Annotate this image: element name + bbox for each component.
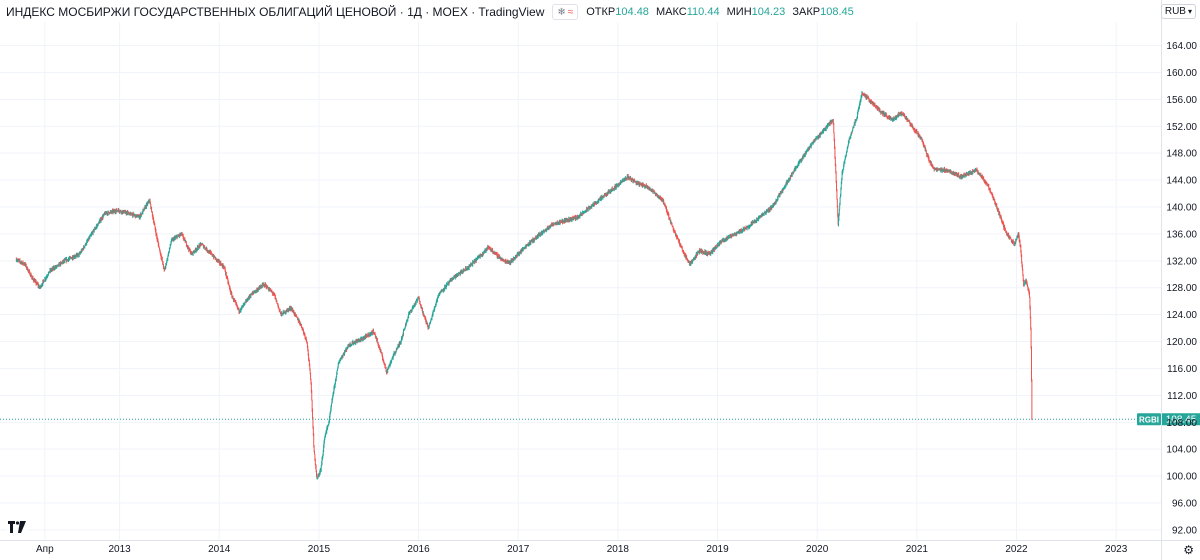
snowflake-icon[interactable]: ❄	[557, 6, 566, 18]
chart-grid	[0, 22, 1161, 540]
x-tick-label: 2014	[208, 544, 231, 555]
y-tick-label: 104.00	[1166, 445, 1197, 456]
y-tick-label: 108.00	[1166, 418, 1197, 429]
last-price-tag	[1162, 413, 1200, 426]
x-tick-label: 2013	[108, 544, 131, 555]
indicator-toggles[interactable]: ❄ ≈	[552, 4, 579, 20]
symbol-tag-label: RGBI	[1139, 416, 1159, 425]
tradingview-logo-icon[interactable]	[6, 516, 28, 538]
y-tick-label: 164.00	[1166, 41, 1197, 52]
y-tick-label: 156.00	[1166, 95, 1197, 106]
ohlc-values: ОТКР104.48 МАКС110.44 МИН104.23 ЗАКР108.…	[586, 6, 858, 18]
y-tick-label: 100.00	[1166, 472, 1197, 483]
low-label: МИН	[726, 6, 752, 18]
x-tick-label: 2022	[1005, 544, 1028, 555]
y-tick-label: 124.00	[1166, 310, 1197, 321]
currency-label: RUB	[1164, 6, 1186, 17]
approx-icon[interactable]: ≈	[567, 6, 574, 18]
open-label: ОТКР	[586, 6, 616, 18]
x-tick-label: 2021	[906, 544, 929, 555]
chart-legend: ИНДЕКС МОСБИРЖИ ГОСУДАРСТВЕННЫХ ОБЛИГАЦИ…	[6, 4, 858, 20]
open-value: 104.48	[615, 6, 649, 18]
gear-icon[interactable]: ⚙	[1183, 543, 1194, 557]
x-tick-label: 2019	[706, 544, 729, 555]
x-tick-label: 2017	[507, 544, 530, 555]
x-tick-label: Апр	[36, 544, 54, 555]
close-label: ЗАКР	[792, 6, 821, 18]
currency-selector[interactable]: RUB ▾	[1160, 4, 1196, 19]
y-tick-label: 92.00	[1172, 525, 1197, 536]
symbol-title[interactable]: ИНДЕКС МОСБИРЖИ ГОСУДАРСТВЕННЫХ ОБЛИГАЦИ…	[6, 5, 545, 19]
x-tick-label: 2016	[407, 544, 430, 555]
y-tick-label: 96.00	[1172, 499, 1197, 510]
y-tick-label: 148.00	[1166, 149, 1197, 160]
x-tick-label: 2023	[1105, 544, 1128, 555]
y-tick-label: 128.00	[1166, 283, 1197, 294]
y-tick-label: 140.00	[1166, 203, 1197, 214]
close-value: 108.45	[820, 6, 854, 18]
y-tick-label: 136.00	[1166, 229, 1197, 240]
last-price-label: 108.45	[1166, 415, 1197, 426]
y-tick-label: 132.00	[1166, 256, 1197, 267]
x-tick-label: 2020	[806, 544, 829, 555]
y-tick-label: 160.00	[1166, 68, 1197, 79]
chevron-down-icon: ▾	[1187, 7, 1192, 16]
x-tick-label: 2015	[308, 544, 331, 555]
y-tick-label: 120.00	[1166, 337, 1197, 348]
high-label: МАКС	[656, 6, 687, 18]
low-value: 104.23	[751, 6, 786, 18]
candles	[15, 91, 1033, 480]
high-value: 110.44	[686, 6, 720, 18]
y-tick-label: 152.00	[1166, 122, 1197, 133]
y-tick-label: 144.00	[1166, 176, 1197, 187]
y-tick-label: 112.00	[1167, 391, 1197, 402]
y-tick-label: 116.00	[1167, 364, 1197, 375]
symbol-price-tag	[1137, 413, 1161, 426]
x-tick-label: 2018	[607, 544, 630, 555]
last-price-line: RGBI 108.45	[0, 413, 1200, 426]
